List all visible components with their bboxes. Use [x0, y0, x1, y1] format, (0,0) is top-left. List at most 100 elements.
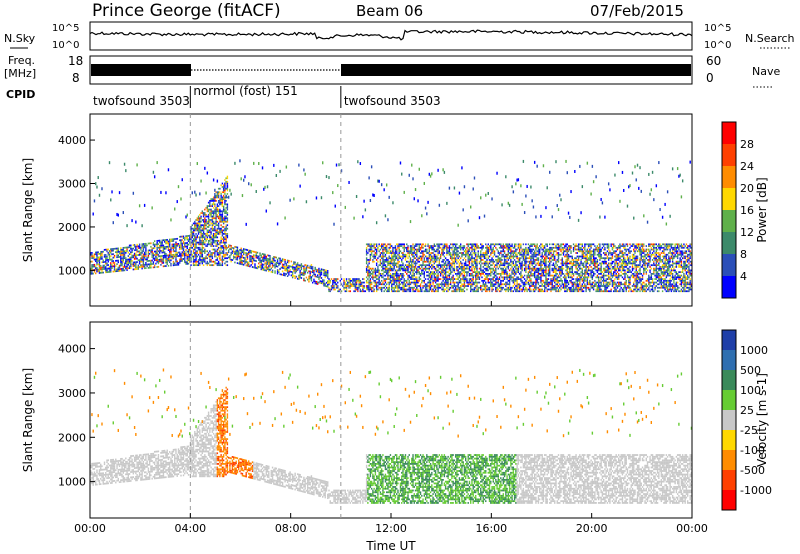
data-cell: [531, 264, 533, 267]
data-cell: [398, 278, 400, 280]
data-cell: [428, 279, 431, 282]
data-cell: [523, 283, 526, 286]
data-cell: [476, 283, 478, 286]
data-cell: [190, 229, 192, 232]
data-cell: [186, 261, 188, 263]
data-cell: [265, 255, 267, 258]
data-cell: [413, 290, 415, 293]
data-cell: [299, 275, 301, 277]
data-cell: [453, 267, 456, 270]
data-cell: [191, 233, 193, 235]
data-cell: [224, 236, 226, 239]
data-cell: [384, 245, 387, 247]
data-cell: [517, 283, 520, 286]
data-cell: [191, 234, 193, 237]
data-cell: [431, 285, 433, 287]
data-cell: [507, 288, 510, 291]
data-cell: [197, 253, 200, 256]
data-cell: [225, 227, 227, 230]
data-cell: [527, 276, 530, 279]
data-cell: [544, 269, 546, 272]
data-cell: [466, 285, 468, 287]
data-cell: [111, 258, 113, 261]
data-cell: [111, 260, 113, 263]
data-cell: [500, 245, 502, 247]
data-cell: [379, 264, 382, 267]
data-cell: [491, 285, 493, 287]
data-cell: [414, 252, 417, 254]
data-cell: [423, 245, 426, 247]
data-cell: [429, 276, 432, 279]
data-cell: [515, 182, 517, 186]
data-cell: [427, 259, 429, 261]
data-cell: [418, 278, 420, 280]
data-cell: [126, 265, 128, 268]
data-cell: [374, 269, 377, 272]
data-cell: [155, 250, 157, 253]
data-cell: [209, 205, 211, 207]
data-cell: [263, 269, 265, 271]
data-cell: [269, 258, 271, 261]
data-cell: [196, 219, 199, 221]
data-cell: [429, 260, 432, 263]
data-cell: [194, 190, 196, 194]
data-cell: [204, 243, 206, 246]
data-cell: [428, 248, 431, 251]
data-cell: [511, 255, 513, 258]
data-cell: [398, 245, 400, 247]
data-cell: [219, 219, 221, 221]
data-cell: [517, 257, 520, 260]
data-cell: [244, 248, 246, 251]
data-cell: [148, 263, 151, 266]
data-cell: [156, 245, 158, 247]
data-cell: [110, 269, 112, 271]
data-cell: [273, 256, 275, 258]
data-cell: [160, 257, 162, 259]
data-cell: [468, 272, 471, 275]
data-cell: [153, 254, 156, 256]
data-cell: [324, 285, 326, 287]
data-cell: [481, 259, 483, 261]
data-cell: [325, 269, 328, 272]
data-cell: [432, 272, 434, 275]
data-cell: [436, 257, 438, 260]
data-cell: [518, 257, 521, 260]
data-cell: [345, 285, 348, 287]
data-cell: [431, 267, 433, 270]
data-cell: [256, 251, 259, 254]
data-cell: [354, 281, 357, 284]
data-cell: [402, 262, 404, 265]
data-cell: [475, 246, 477, 249]
data-cell: [310, 264, 313, 266]
data-cell: [511, 262, 513, 265]
data-cell: [388, 281, 390, 284]
data-cell: [466, 252, 468, 254]
data-cell: [397, 279, 399, 282]
data-cell: [221, 259, 224, 261]
data-cell: [544, 286, 546, 289]
data-cell: [478, 271, 481, 273]
data-cell: [226, 260, 229, 263]
data-cell: [217, 231, 220, 234]
data-cell: [385, 269, 388, 272]
data-cell: [518, 290, 521, 293]
data-cell: [503, 288, 506, 291]
data-cell: [462, 253, 464, 256]
data-cell: [140, 248, 142, 251]
data-cell: [498, 246, 501, 249]
data-cell: [201, 239, 204, 242]
data-cell: [540, 255, 542, 258]
data-cell: [215, 259, 217, 261]
data-cell: [468, 246, 471, 249]
data-cell: [160, 260, 162, 263]
data-cell: [521, 202, 523, 206]
data-cell: [130, 247, 132, 250]
data-cell: [521, 264, 523, 267]
data-cell: [377, 285, 379, 287]
data-cell: [199, 222, 201, 225]
data-cell: [470, 205, 472, 209]
data-cell: [210, 219, 212, 221]
data-cell: [217, 193, 220, 195]
data-cell: [487, 243, 489, 246]
data-cell: [345, 279, 348, 282]
